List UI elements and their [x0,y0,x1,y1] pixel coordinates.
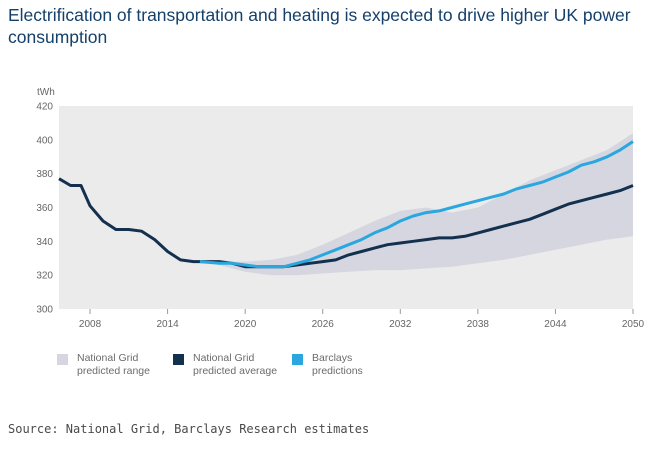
y-axis: 300 320 340 360 380 400 420 [36,102,53,316]
x-tick-label: 2050 [622,319,645,330]
y-tick-label: 340 [36,237,53,248]
x-tick-label: 2014 [156,319,179,330]
x-tick-label: 2038 [467,319,490,330]
source-note: Source: National Grid, Barclays Research… [8,422,370,436]
legend-item-average: National Grid predicted average [173,352,277,378]
barclays-swatch-icon [292,354,303,365]
x-tick-label: 2008 [79,319,102,330]
chart-legend: National Grid predicted range National G… [0,352,656,386]
y-tick-label: 400 [36,135,53,146]
x-tick-label: 2044 [544,319,567,330]
y-axis-label: tWh [37,87,55,98]
y-tick-label: 360 [36,203,53,214]
x-tick-label: 2032 [389,319,412,330]
x-tick-label: 2020 [234,319,257,330]
legend-label-range: National Grid predicted range [77,352,150,377]
legend-label-barclays: Barclays predictions [312,352,363,377]
legend-label-average: National Grid predicted average [193,352,278,377]
y-tick-label: 380 [36,169,53,180]
y-tick-label: 420 [36,102,53,113]
x-tick-label: 2026 [312,319,335,330]
average-swatch-icon [173,354,184,365]
x-axis: 2008 2014 2020 2026 2032 2038 2044 2050 [79,309,645,330]
range-swatch-icon [57,354,68,365]
legend-item-range: National Grid predicted range [57,352,150,378]
y-tick-label: 320 [36,271,53,282]
legend-item-barclays: Barclays predictions [292,352,363,378]
chart-title: Electrification of transportation and he… [8,5,631,47]
barclays-predictions-line [199,140,634,269]
national-grid-range-area [199,133,633,276]
national-grid-average-line [58,177,634,269]
y-tick-label: 300 [36,305,53,316]
